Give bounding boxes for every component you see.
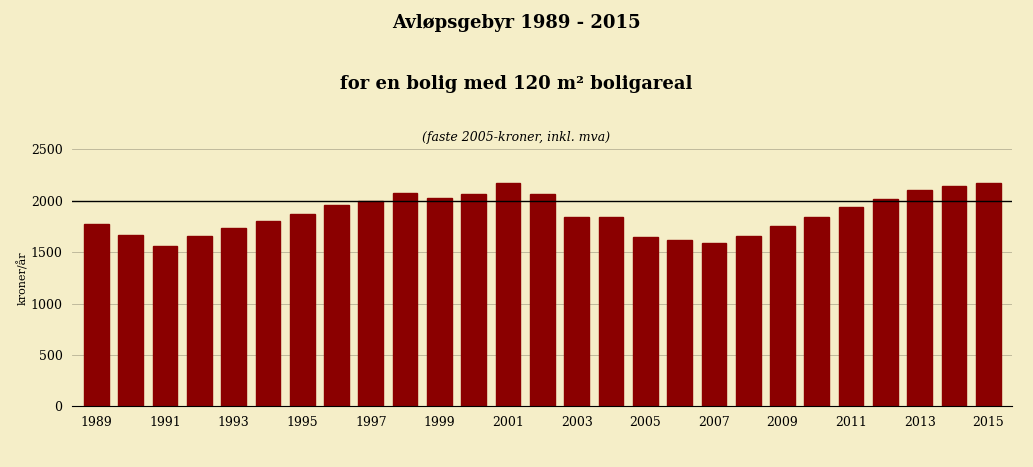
Bar <box>667 240 692 406</box>
Text: (faste 2005-kroner, inkl. mva): (faste 2005-kroner, inkl. mva) <box>422 131 611 144</box>
Bar <box>805 217 829 406</box>
Bar <box>942 186 966 406</box>
Bar <box>771 226 794 406</box>
Y-axis label: kroner/år: kroner/år <box>17 251 28 304</box>
Bar <box>873 199 898 406</box>
Text: for en bolig med 120 m² boligareal: for en bolig med 120 m² boligareal <box>340 75 693 93</box>
Bar <box>735 236 760 406</box>
Bar <box>119 235 143 406</box>
Bar <box>598 217 623 406</box>
Bar <box>84 225 108 406</box>
Bar <box>290 214 314 406</box>
Text: Avløpsgebyr 1989 - 2015: Avløpsgebyr 1989 - 2015 <box>393 14 640 32</box>
Bar <box>393 192 417 406</box>
Bar <box>462 194 487 406</box>
Bar <box>187 236 212 406</box>
Bar <box>564 217 589 406</box>
Bar <box>255 221 280 406</box>
Bar <box>976 184 1001 406</box>
Bar <box>427 198 451 406</box>
Bar <box>496 184 521 406</box>
Bar <box>701 243 726 406</box>
Bar <box>221 227 246 406</box>
Bar <box>324 205 349 406</box>
Bar <box>839 207 864 406</box>
Bar <box>633 237 658 406</box>
Bar <box>358 201 383 406</box>
Bar <box>530 194 555 406</box>
Bar <box>907 190 932 406</box>
Bar <box>153 246 178 406</box>
